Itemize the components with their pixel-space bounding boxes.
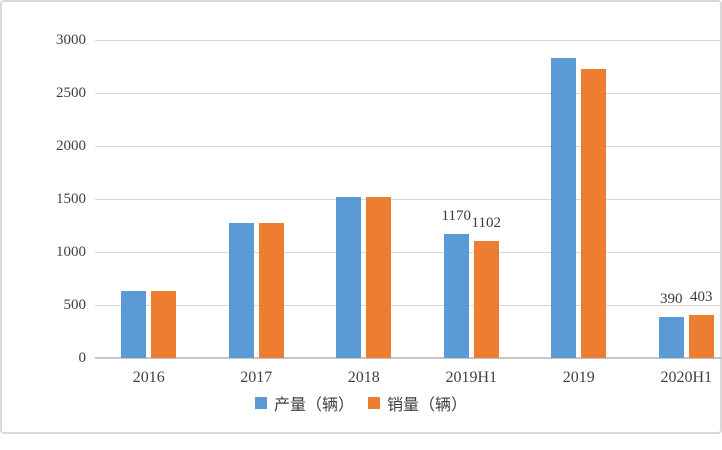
y-axis-tick-label: 0 xyxy=(78,350,87,366)
bar-value-label: 1102 xyxy=(471,215,501,232)
bar-chart: 3000 2500 2000 1500 1000 500 0 2016 2017 2018 1170… xyxy=(40,16,722,450)
bar-sales-2018 xyxy=(366,196,392,358)
bar-production-2017 xyxy=(228,223,254,358)
legend-item-label: 销量（辆） xyxy=(387,397,468,414)
chart-screenshot: { "chart_data": { "type": "bar", "title"… xyxy=(0,0,722,434)
legend: 产量（辆） 销量（辆） xyxy=(0,392,722,414)
y-axis-tick-label: 2500 xyxy=(56,85,86,101)
bar-value-label: 403 xyxy=(690,289,713,306)
gridline xyxy=(95,199,722,200)
legend-item-sales: 销量（辆） xyxy=(368,391,467,415)
y-axis-tick-label: 2000 xyxy=(56,138,86,154)
y-axis-tick-label: 1500 xyxy=(56,191,86,207)
y-axis-tick-label: 3000 xyxy=(56,32,86,48)
gridline xyxy=(95,305,722,306)
gridline xyxy=(95,252,722,253)
x-axis-category-label: 2017 xyxy=(240,369,273,386)
x-axis-category-label: 2016 xyxy=(132,369,165,386)
bar-sales-2020H1 xyxy=(688,315,714,358)
x-axis-category-label: 2019H1 xyxy=(445,369,498,386)
y-axis-tick-label: 1000 xyxy=(56,244,86,260)
bar-production-2019H1 xyxy=(443,233,469,358)
x-axis-category-label: 2018 xyxy=(347,369,380,386)
bar-sales-2019H1 xyxy=(473,241,499,358)
gridline xyxy=(95,146,722,147)
legend-item-production: 产量（辆） xyxy=(254,391,354,415)
bar-value-label: 1170 xyxy=(441,207,471,224)
bar-production-2019 xyxy=(551,58,577,358)
bar-production-2020H1 xyxy=(658,316,684,358)
gridline xyxy=(95,40,722,41)
bar-production-2016 xyxy=(121,290,147,358)
bar-sales-2019 xyxy=(581,68,607,358)
bar-sales-2016 xyxy=(151,290,177,358)
x-axis-line xyxy=(95,357,722,359)
x-axis-category-label: 2020H1 xyxy=(660,369,713,386)
bar-sales-2017 xyxy=(258,223,284,358)
legend-color-swatch xyxy=(254,397,267,409)
bar-production-2018 xyxy=(336,196,362,358)
legend-color-swatch xyxy=(368,397,380,409)
bar-value-label: 390 xyxy=(660,290,683,307)
x-axis-category-label: 2019 xyxy=(562,369,595,386)
y-axis-tick-label: 500 xyxy=(63,297,87,313)
legend-item-label: 产量（辆） xyxy=(273,397,354,414)
gridline xyxy=(95,93,722,94)
